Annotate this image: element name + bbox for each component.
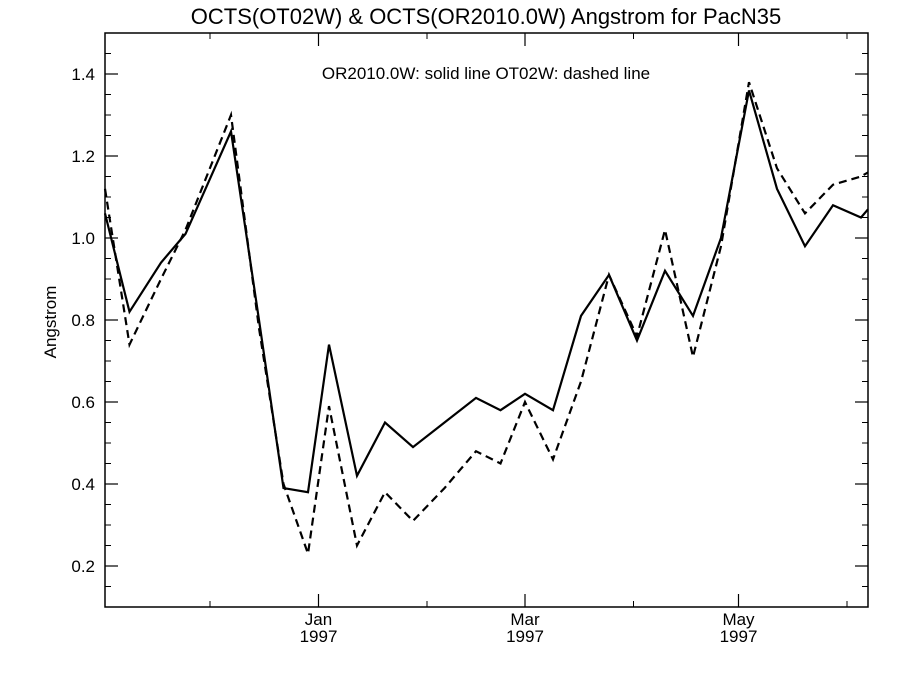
series-line-ot02w [103, 81, 869, 555]
x-tick-label-year: 1997 [300, 627, 338, 646]
x-tick-label-month: Jan [305, 610, 332, 629]
series-line-or2010-0w [103, 90, 869, 494]
y-tick-label: 1.2 [71, 147, 95, 166]
plot-frame [104, 32, 869, 608]
y-tick-label: 1.4 [71, 65, 95, 84]
x-tick-label-year: 1997 [506, 627, 544, 646]
x-tick-label-year: 1997 [720, 627, 758, 646]
y-axis-label: Angstrom [41, 286, 60, 359]
y-tick-label: 1.0 [71, 229, 95, 248]
x-tick-label-month: May [722, 610, 755, 629]
series-annotation: OR2010.0W: solid line OT02W: dashed line [322, 64, 650, 83]
y-tick-label: 0.8 [71, 311, 95, 330]
y-tick-label: 0.6 [71, 393, 95, 412]
y-tick-label: 0.4 [71, 475, 95, 494]
x-tick-label-month: Mar [510, 610, 540, 629]
y-tick-label: 0.2 [71, 557, 95, 576]
chart-title: OCTS(OT02W) & OCTS(OR2010.0W) Angstrom f… [191, 4, 781, 29]
